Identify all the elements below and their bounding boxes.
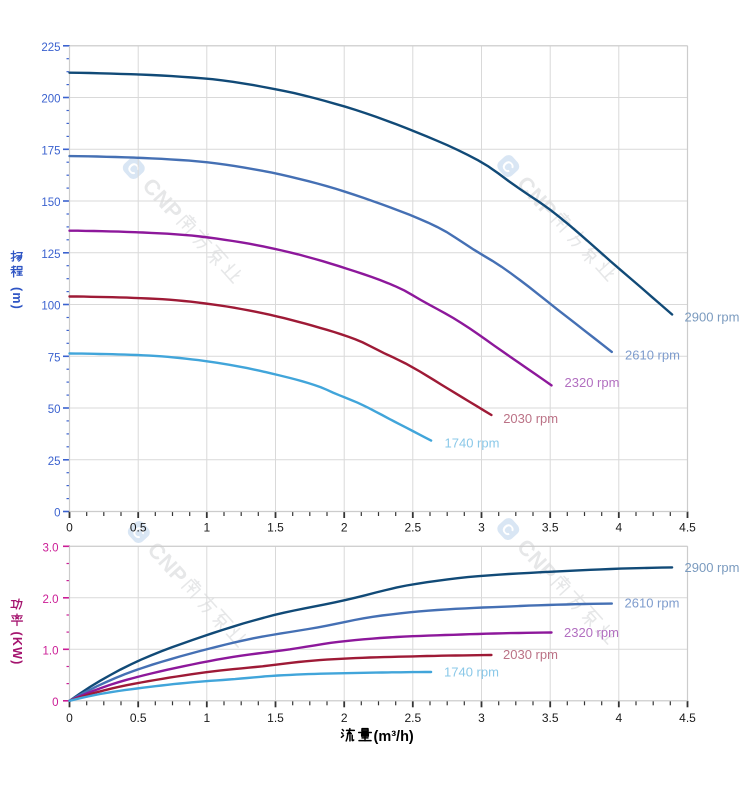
svg-text:(m³/h): (m³/h) — [374, 729, 414, 745]
svg-text:(KW): (KW) — [10, 632, 24, 666]
svg-text:4: 4 — [615, 711, 622, 725]
svg-text:2610 rpm: 2610 rpm — [625, 348, 680, 363]
svg-text:(m): (m) — [10, 287, 24, 310]
svg-text:1.5: 1.5 — [267, 711, 284, 725]
svg-text:0.5: 0.5 — [130, 521, 147, 535]
svg-text:3.0: 3.0 — [43, 543, 59, 555]
svg-text:1: 1 — [203, 711, 210, 725]
svg-text:2.5: 2.5 — [404, 521, 421, 535]
svg-text:25: 25 — [48, 456, 61, 468]
svg-text:2610 rpm: 2610 rpm — [625, 596, 680, 611]
svg-text:1.0: 1.0 — [43, 646, 59, 658]
svg-text:2.5: 2.5 — [404, 711, 421, 725]
svg-text:200: 200 — [41, 94, 60, 106]
svg-text:0: 0 — [52, 697, 58, 709]
svg-text:150: 150 — [41, 197, 60, 209]
svg-text:3.5: 3.5 — [542, 711, 559, 725]
svg-text:1.5: 1.5 — [267, 521, 284, 535]
svg-text:2030 rpm: 2030 rpm — [503, 411, 558, 426]
svg-text:2: 2 — [341, 521, 348, 535]
svg-text:2320 rpm: 2320 rpm — [564, 625, 619, 640]
svg-text:1: 1 — [203, 521, 210, 535]
svg-text:225: 225 — [41, 42, 60, 54]
svg-text:0: 0 — [54, 508, 60, 520]
svg-text:75: 75 — [48, 352, 61, 364]
svg-text:2.0: 2.0 — [43, 594, 59, 606]
svg-text:0: 0 — [66, 521, 73, 535]
svg-text:175: 175 — [41, 145, 60, 157]
svg-text:2320 rpm: 2320 rpm — [565, 375, 620, 390]
svg-text:3: 3 — [478, 711, 485, 725]
svg-text:4.5: 4.5 — [679, 521, 696, 535]
svg-text:0: 0 — [66, 711, 73, 725]
svg-text:125: 125 — [41, 249, 60, 261]
svg-text:4.5: 4.5 — [679, 711, 696, 725]
svg-text:2030 rpm: 2030 rpm — [503, 647, 558, 662]
svg-text:4: 4 — [615, 521, 622, 535]
svg-text:2: 2 — [341, 711, 348, 725]
svg-text:0.5: 0.5 — [130, 711, 147, 725]
svg-text:3.5: 3.5 — [542, 521, 559, 535]
svg-text:1740 rpm: 1740 rpm — [445, 436, 500, 451]
svg-text:3: 3 — [478, 521, 485, 535]
svg-text:2900 rpm: 2900 rpm — [685, 310, 740, 325]
svg-text:50: 50 — [48, 404, 61, 416]
svg-text:100: 100 — [41, 301, 60, 313]
svg-text:2900 rpm: 2900 rpm — [685, 560, 740, 575]
svg-text:1740 rpm: 1740 rpm — [444, 665, 499, 680]
